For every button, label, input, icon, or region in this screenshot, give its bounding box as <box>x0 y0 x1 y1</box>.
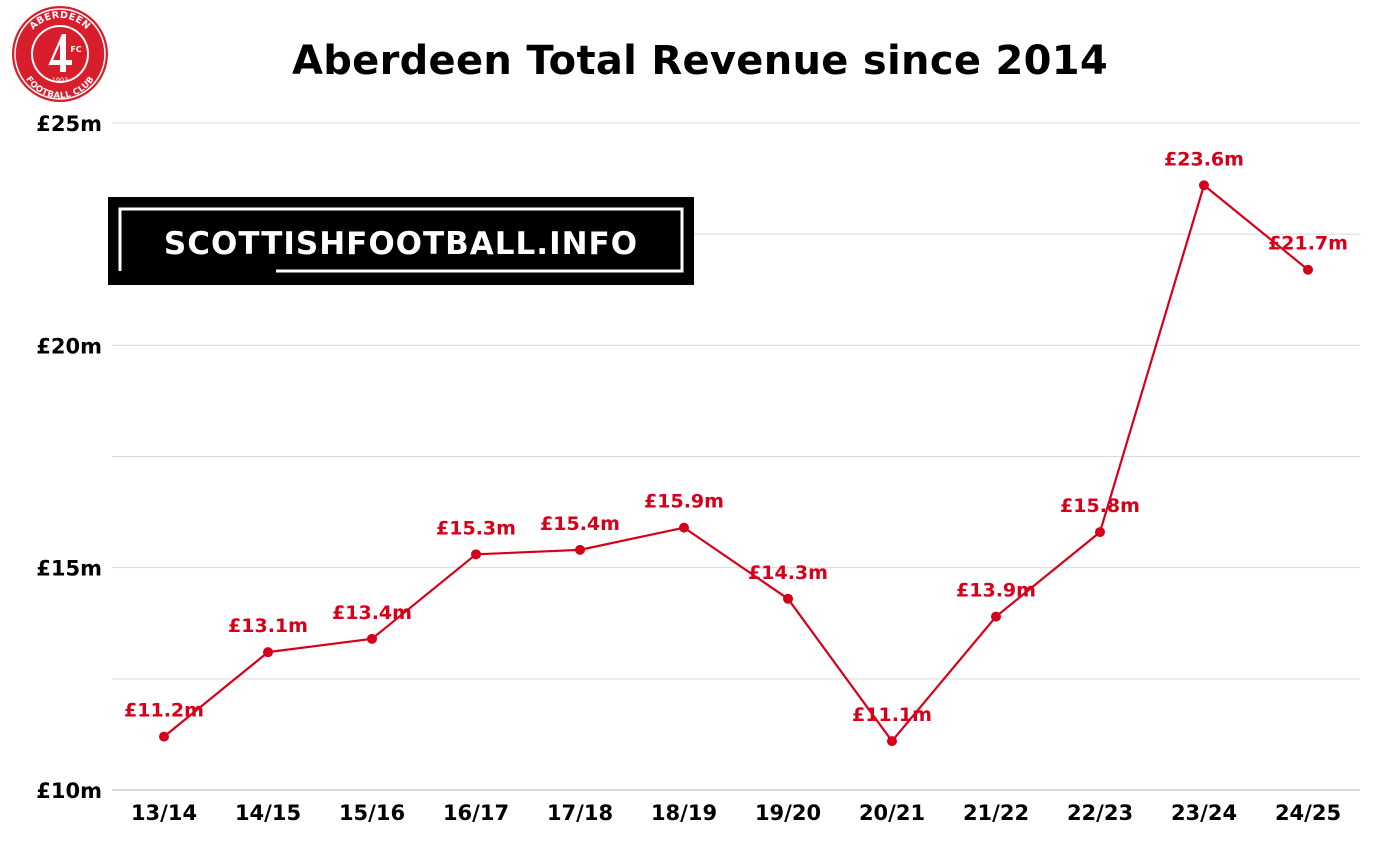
data-label: £15.9m <box>644 491 724 513</box>
data-label: £13.4m <box>332 602 412 624</box>
data-point <box>367 633 377 644</box>
aberdeen-crest-logo: ABERDEEN FOOTBALL CLUB FC 1903 <box>12 6 108 102</box>
watermark-text: SCOTTISHFOOTBALL.INFO <box>164 226 638 262</box>
y-tick-label: £15m <box>36 557 102 581</box>
data-point <box>991 611 1001 622</box>
x-tick-label: 16/17 <box>443 801 509 825</box>
x-axis: 13/14 14/15 15/16 16/17 17/18 18/19 19/20 20/21… <box>112 789 1360 825</box>
data-label: £15.8m <box>1060 495 1140 517</box>
x-tick-label: 19/20 <box>755 801 821 825</box>
data-point <box>679 522 689 533</box>
data-point <box>575 544 585 555</box>
data-point <box>783 593 793 604</box>
x-tick-label: 20/21 <box>859 801 925 825</box>
x-tick-label: 13/14 <box>131 801 197 825</box>
data-label: £23.6m <box>1164 148 1244 170</box>
crest-year: 1903 <box>52 76 69 84</box>
crest-badge-text: FC <box>70 45 81 54</box>
series-revenue: £11.2m £13.1m £13.4m £15.3m £15.4m £15.9m £14.… <box>124 148 1348 747</box>
scottishfootball-watermark: SCOTTISHFOOTBALL.INFO <box>108 197 694 285</box>
data-point <box>159 731 169 742</box>
data-label: £13.1m <box>228 615 308 637</box>
data-label: £11.1m <box>852 704 932 726</box>
y-tick-label: £10m <box>36 779 102 803</box>
x-tick-label: 17/18 <box>547 801 613 825</box>
x-tick-label: 24/25 <box>1275 801 1341 825</box>
data-label: £14.3m <box>748 562 828 584</box>
data-label: £13.9m <box>956 580 1036 602</box>
chart-title: Aberdeen Total Revenue since 2014 <box>291 38 1109 84</box>
series-line <box>163 184 1309 743</box>
x-tick-label: 21/22 <box>963 801 1029 825</box>
y-axis: £10m £15m £20m £25m <box>36 112 102 803</box>
data-point <box>263 647 273 658</box>
gridlines <box>112 122 1360 680</box>
crest-a-shape <box>48 34 72 72</box>
data-point <box>887 736 897 747</box>
data-label: £11.2m <box>124 700 204 722</box>
x-tick-label: 14/15 <box>235 801 301 825</box>
data-point <box>1303 264 1313 275</box>
data-point <box>1199 180 1209 191</box>
x-tick-label: 18/19 <box>651 801 717 825</box>
y-tick-label: £25m <box>36 112 102 136</box>
y-tick-label: £20m <box>36 334 102 358</box>
x-tick-label: 23/24 <box>1171 801 1237 825</box>
data-label: £15.3m <box>436 517 516 539</box>
x-tick-label: 22/23 <box>1067 801 1133 825</box>
data-label: £15.4m <box>540 513 620 535</box>
x-tick-label: 15/16 <box>339 801 405 825</box>
data-point <box>1095 527 1105 538</box>
data-label: £21.7m <box>1268 233 1348 255</box>
data-point <box>471 549 481 560</box>
